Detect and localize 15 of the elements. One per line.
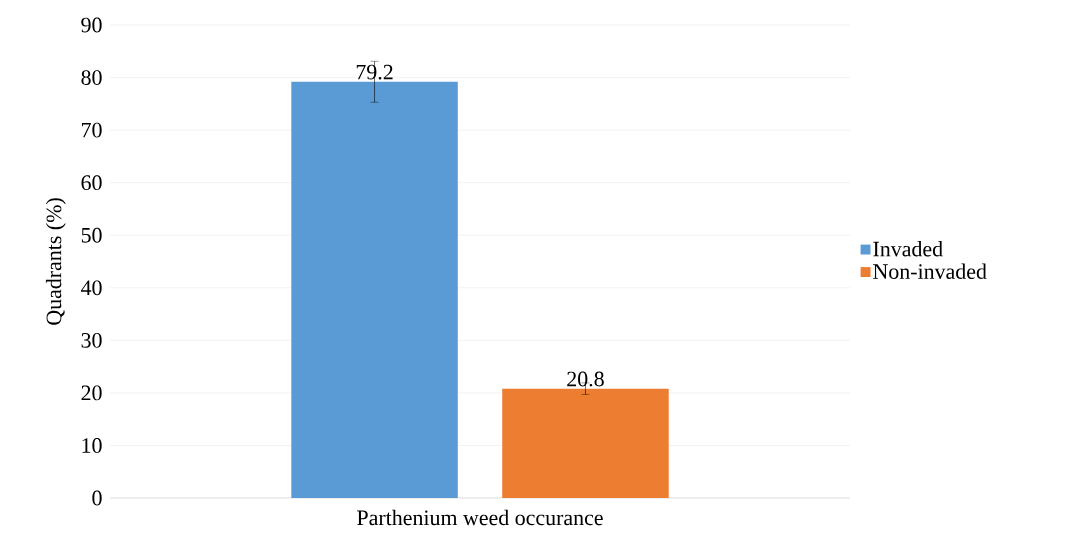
- y-tick-label: 0: [92, 490, 102, 506]
- y-tick-label: 10: [82, 438, 102, 453]
- legend-label: Invaded: [873, 241, 943, 257]
- y-tick-label: 90: [81, 17, 102, 33]
- y-tick-label: 20: [81, 385, 102, 401]
- y-tick-label: 80: [81, 70, 102, 85]
- y-axis-title: Quadrants (%): [45, 198, 66, 325]
- y-tick-label: 40: [81, 280, 102, 296]
- y-tick-label: 50: [81, 227, 102, 243]
- y-tick-label: 60: [81, 175, 102, 191]
- y-tick-label: 70: [82, 122, 102, 138]
- x-tick-label: Parthenium weed occurance: [357, 509, 603, 526]
- data-label: 20.8: [567, 371, 604, 387]
- y-tick-label: 30: [81, 332, 102, 348]
- legend-label: Non-invaded: [873, 263, 987, 279]
